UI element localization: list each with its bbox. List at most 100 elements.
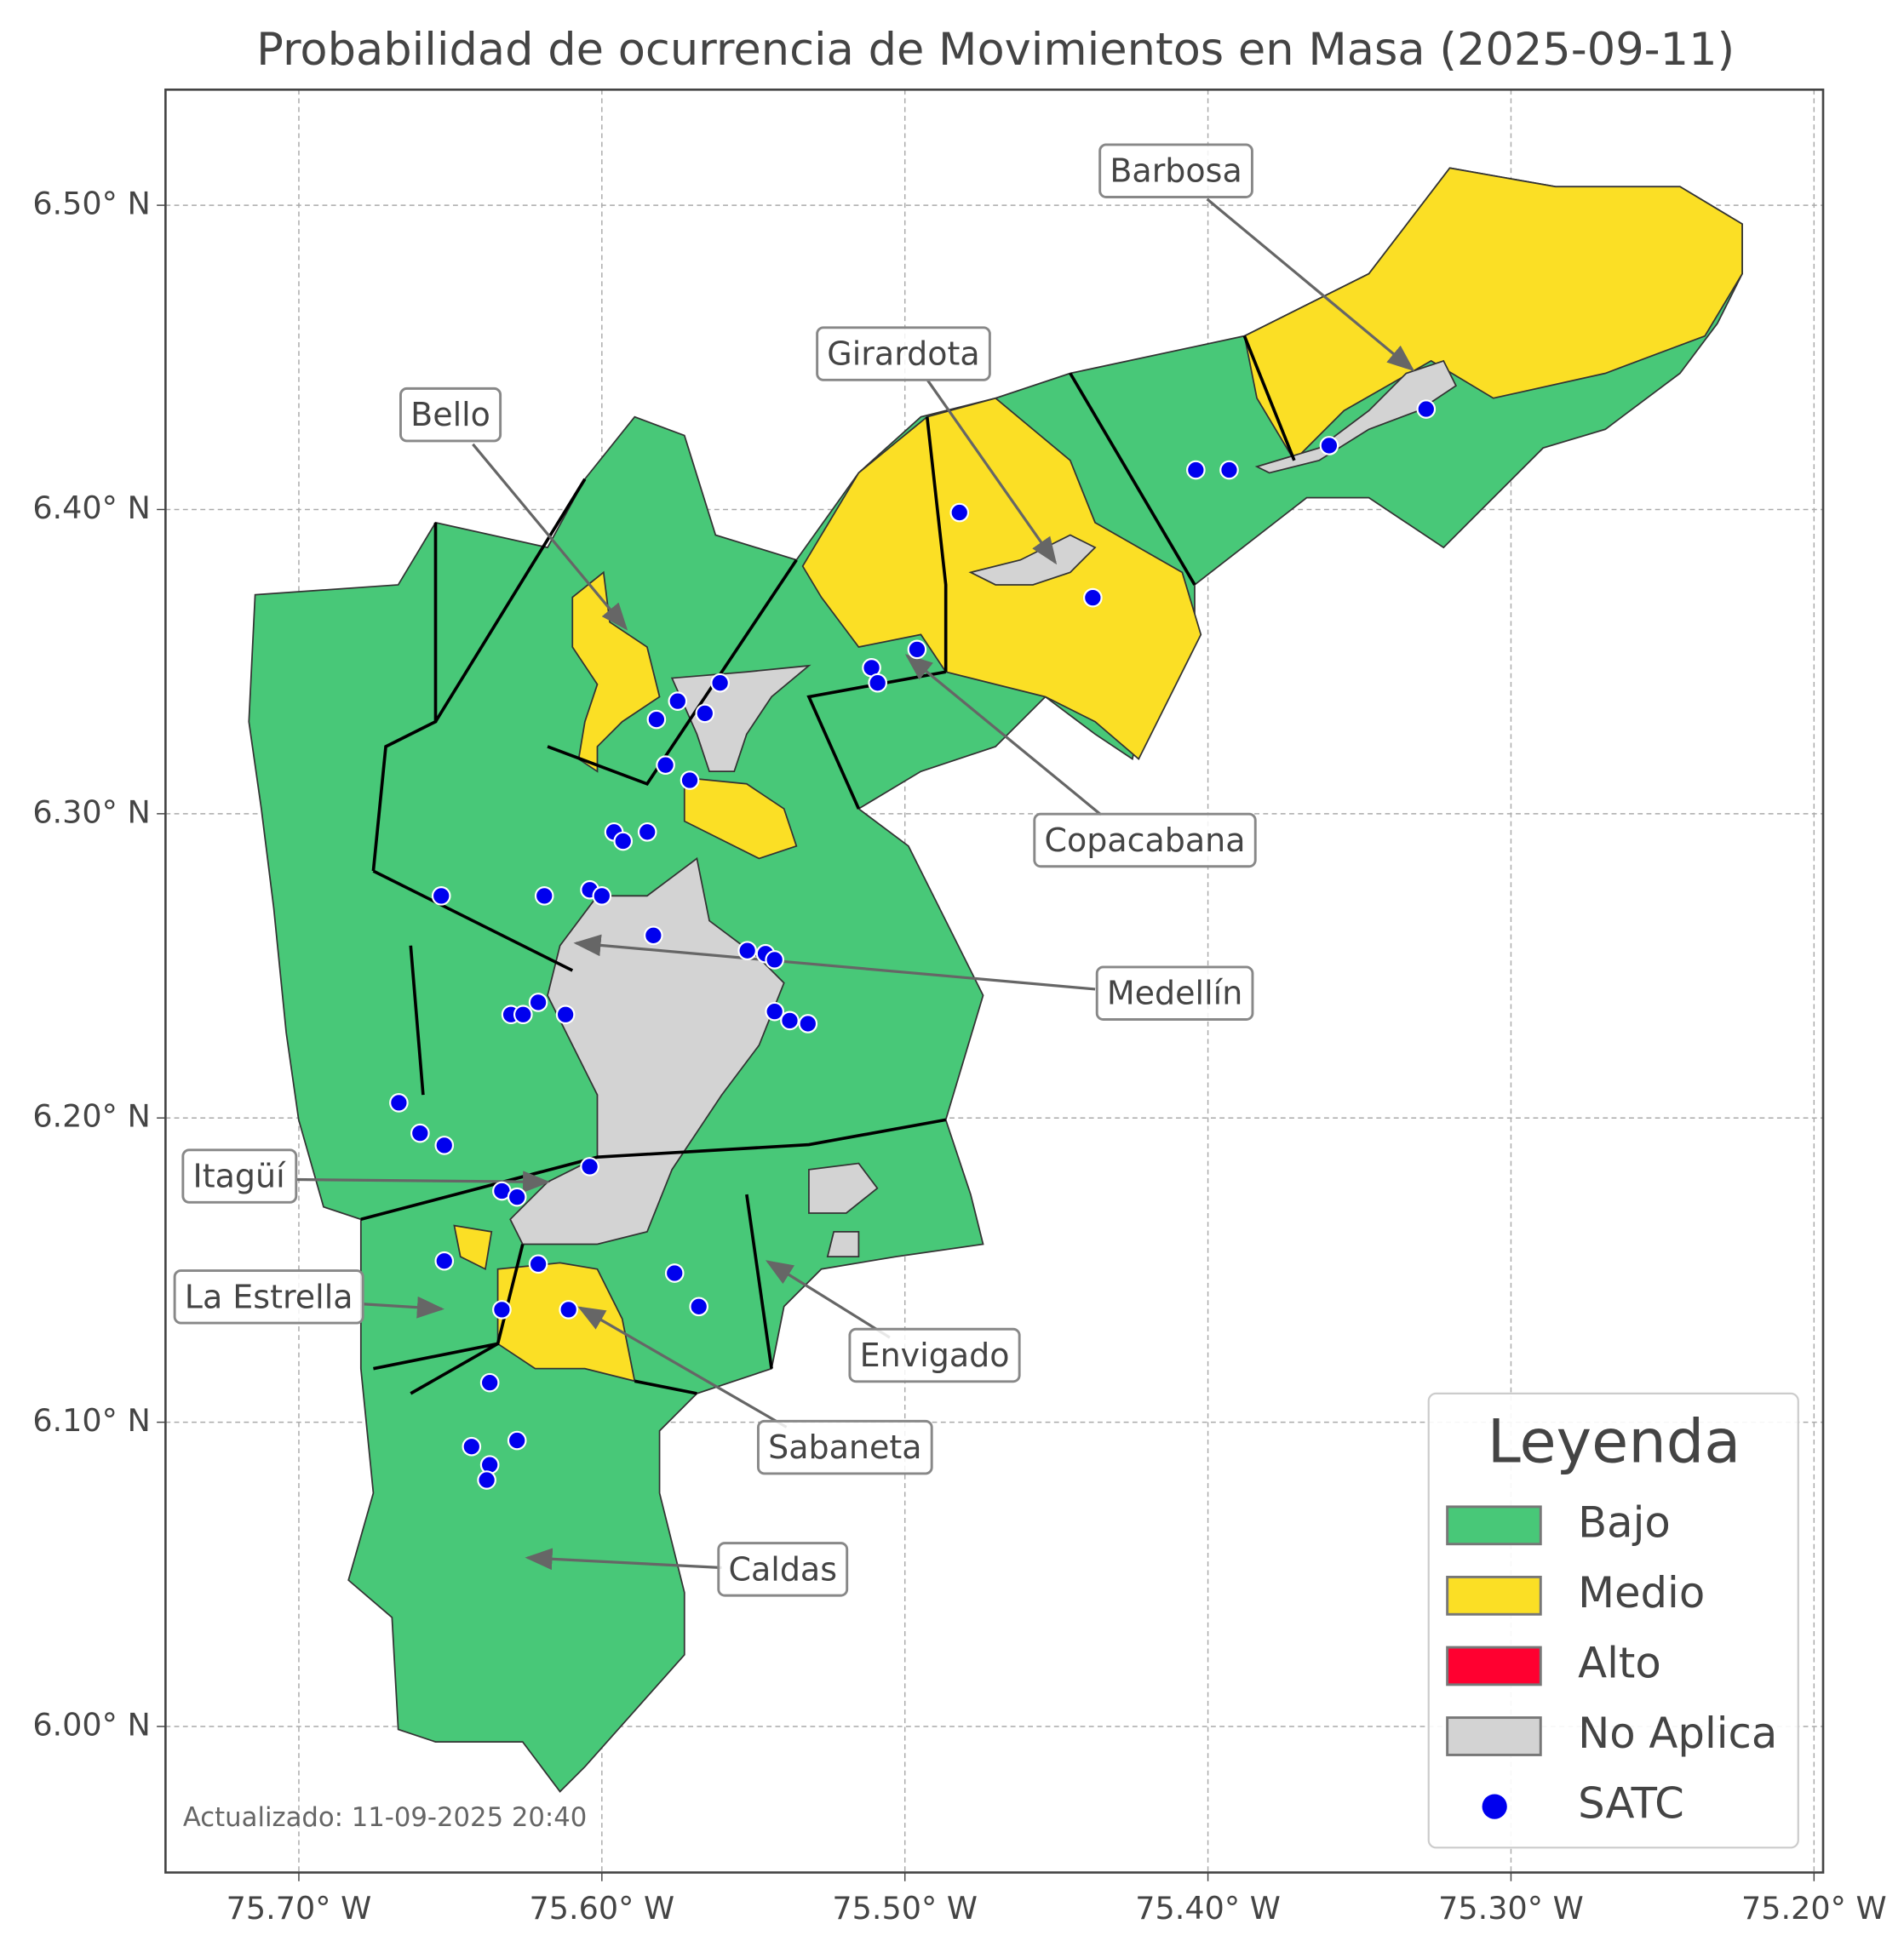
y-tick-label: 6.10° N (32, 1402, 150, 1439)
satc-point (528, 993, 548, 1012)
y-tick-label: 6.30° N (32, 793, 150, 830)
annotation-box (1098, 143, 1253, 198)
x-tick-label: 75.70° W (227, 1890, 372, 1927)
legend-swatch (1446, 1505, 1542, 1546)
satc-point (737, 941, 757, 961)
legend-label: Medio (1578, 1568, 1705, 1618)
legend-label: Bajo (1578, 1497, 1671, 1547)
satc-point (765, 1001, 785, 1022)
map-title: Probabilidad de ocurrencia de Movimiento… (256, 24, 1735, 76)
satc-point (798, 1014, 818, 1033)
annotation-label: Bello (410, 396, 490, 433)
zone-no-aplica (808, 1162, 879, 1258)
satc-point (613, 831, 634, 851)
satc-point (949, 502, 970, 523)
annotation-label: Itagüí (193, 1158, 287, 1195)
satc-point (559, 1300, 579, 1320)
annotation-arrow (525, 1548, 722, 1571)
annotation-box (173, 1269, 364, 1325)
x-tick-label: 75.20° W (1741, 1890, 1887, 1927)
legend-marker (1482, 1794, 1507, 1819)
annotation-label: Sabaneta (768, 1429, 921, 1466)
satc-point (434, 1136, 455, 1155)
satc-point (434, 1251, 455, 1271)
zone-no-aplica (670, 664, 811, 773)
x-tick-label: 75.40° W (1135, 1890, 1281, 1927)
satc-point (462, 1436, 482, 1457)
annotation-label: La Estrella (185, 1278, 353, 1315)
satc-point (410, 1123, 430, 1143)
annotation-arrow (926, 378, 1058, 565)
annotation-box (399, 386, 502, 443)
y-tick-label: 6.40° N (32, 490, 150, 526)
annotation-arrow (295, 1171, 551, 1194)
satc-point (907, 639, 927, 660)
satc-point (1083, 587, 1103, 608)
satc-point (492, 1300, 512, 1320)
satc-point (592, 886, 612, 906)
legend-label: SATC (1578, 1779, 1684, 1829)
satc-point (534, 886, 554, 906)
annotation-box (816, 326, 991, 381)
y-tick-label: 6.00° N (32, 1707, 150, 1743)
legend: Leyenda Bajo Medio Alto No Aplica SATC (1427, 1392, 1799, 1849)
annotation-arrow (360, 1296, 445, 1319)
satc-point (580, 1157, 599, 1177)
annotation-box (756, 1419, 933, 1475)
satc-point (656, 755, 675, 776)
y-tick-label: 6.50° N (32, 186, 150, 222)
legend-swatch (1446, 1575, 1542, 1616)
satc-point (695, 703, 715, 724)
satc-point (1186, 460, 1206, 480)
annotation-label: Barbosa (1110, 152, 1242, 190)
annotation-arrow (577, 1306, 788, 1429)
satc-point (507, 1187, 527, 1207)
satc-point (1319, 436, 1339, 455)
legend-label: Alto (1578, 1638, 1661, 1687)
annotation-label: Medellín (1107, 975, 1242, 1012)
satc-point (507, 1430, 527, 1451)
annotation-arrow (904, 654, 1103, 816)
annotation-box (1033, 812, 1257, 868)
annotation-box (181, 1148, 298, 1204)
satc-point (528, 1254, 548, 1274)
zone-no-aplica (1254, 359, 1458, 474)
annotation-arrow (765, 1260, 891, 1339)
legend-swatch (1446, 1646, 1542, 1686)
satc-point (689, 1297, 709, 1317)
satc-point (477, 1470, 496, 1490)
satc-point (646, 709, 667, 730)
annotation-box (848, 1327, 1021, 1383)
satc-point (668, 691, 688, 711)
annotation-arrow (573, 934, 1096, 991)
legend-title: Leyenda (1488, 1406, 1741, 1476)
annotation-label: Caldas (728, 1550, 837, 1588)
satc-point (1219, 460, 1239, 480)
legend-swatch (1446, 1716, 1542, 1756)
satc-point (555, 1005, 576, 1025)
annotation-arrow (472, 443, 628, 631)
annotation-box (1095, 965, 1254, 1021)
annotation-label: Copacabana (1044, 822, 1245, 859)
annotation-label: Envigado (860, 1337, 1010, 1374)
x-tick-label: 75.60° W (530, 1890, 675, 1927)
satc-point (513, 1005, 533, 1025)
x-tick-label: 75.30° W (1438, 1890, 1584, 1927)
satc-point (431, 886, 451, 906)
municipal-boundary (360, 335, 1296, 1395)
satc-point (680, 770, 700, 790)
zone-medio (1243, 167, 1743, 462)
satc-point (710, 673, 730, 693)
zone-bajo (248, 167, 1743, 1793)
satc-point (765, 950, 785, 970)
satc-point (479, 1372, 500, 1393)
satc-point (644, 925, 663, 946)
annotation-label: Girardota (827, 335, 979, 373)
map-frame (164, 88, 1825, 1874)
satc-point (664, 1263, 685, 1283)
annotation-arrow (1206, 198, 1415, 372)
x-tick-label: 75.50° W (832, 1890, 978, 1927)
legend-label: No Aplica (1578, 1709, 1777, 1758)
satc-point (389, 1093, 409, 1113)
